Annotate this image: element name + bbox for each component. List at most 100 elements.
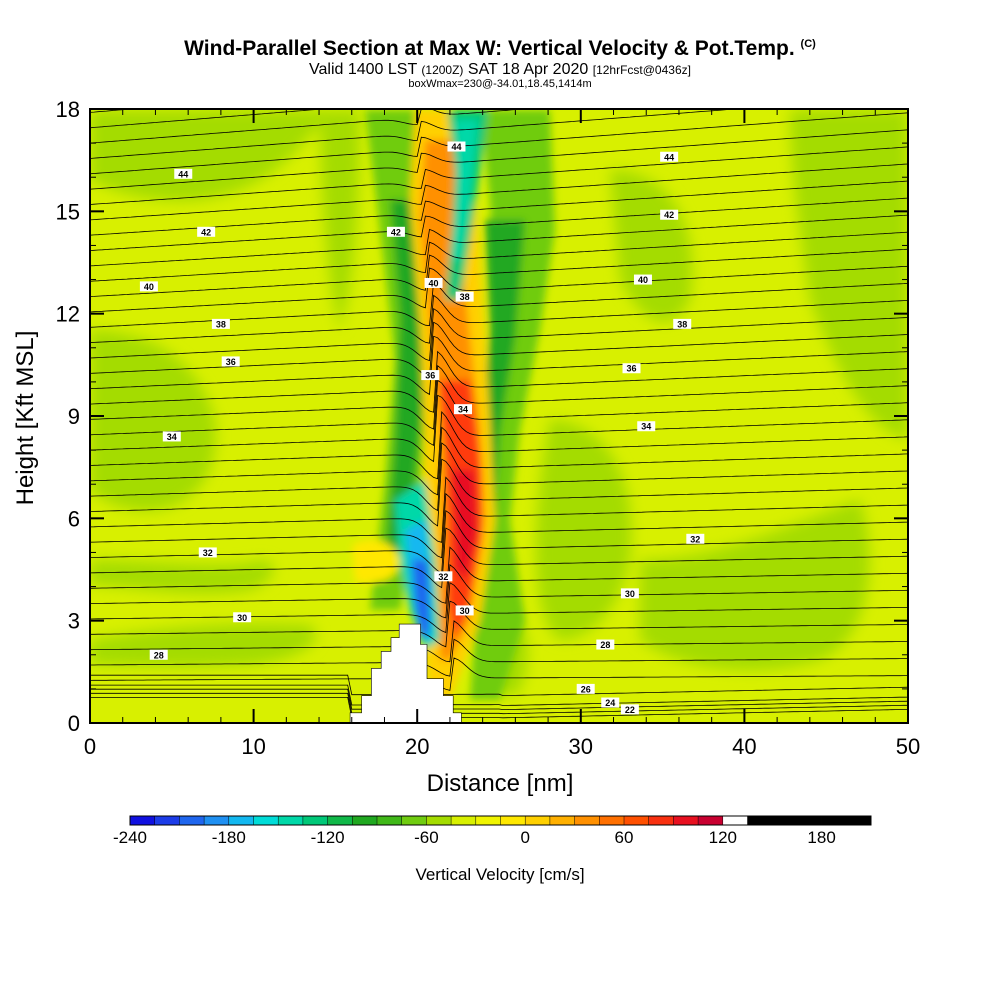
isentrope-line [90, 527, 908, 589]
downdraft-streak-upper-core [452, 120, 478, 260]
isentrope-line [90, 109, 908, 129]
isentrope-line [90, 688, 908, 711]
isentrope-line [90, 214, 908, 267]
x-tick-label: 10 [241, 734, 265, 759]
terrain-profile [349, 623, 462, 723]
isentrope-line [90, 335, 908, 396]
isentrope-line [90, 197, 908, 251]
isentrope-label-box [434, 571, 453, 582]
isentrope-line [90, 180, 908, 236]
colorbar-tick-label: -120 [311, 828, 345, 847]
isentrope-label-box [601, 697, 620, 708]
isentrope-label: 32 [438, 572, 448, 582]
colorbar-swatch [599, 816, 625, 825]
isentrope-label-box [596, 639, 615, 650]
isentrope-label: 28 [154, 650, 164, 660]
isentrope-label: 38 [216, 319, 226, 329]
forecast-info: [12hrFcst@0436z] [592, 63, 691, 77]
sink-area-lower-right [640, 500, 870, 671]
isentrope-label: 42 [201, 227, 211, 237]
isentrope-label-box [162, 431, 181, 442]
x-axis-label: Distance [nm] [427, 770, 574, 797]
isentrope-label-box [686, 533, 705, 544]
isentrope-label-box [660, 209, 679, 220]
colorbar-swatch [722, 816, 748, 825]
title-main-text: Wind-Parallel Section at Max W: Vertical… [184, 37, 795, 60]
isentrope-line [90, 146, 908, 205]
colorbar-tick-label: 0 [520, 828, 529, 847]
colorbar-swatch [451, 816, 477, 825]
isentrope-line [90, 546, 908, 604]
isentrope-label: 40 [144, 282, 154, 292]
sink-area-lower-left [90, 560, 274, 594]
isentrope-label-box [673, 318, 692, 329]
isentrope-label-box [221, 356, 240, 367]
colorbar-swatch [648, 816, 674, 825]
isentrope-line [90, 129, 908, 190]
colorbar-swatch [549, 816, 575, 825]
isentrope-line [90, 411, 908, 480]
isentrope-label-box [211, 318, 230, 329]
isentrope-label: 34 [167, 432, 177, 442]
isentrope-label-box [233, 612, 252, 623]
sink-area-mid-right [610, 170, 693, 322]
isentrope-label-box [198, 547, 217, 558]
colorbar-swatch [796, 816, 822, 825]
colorbar-swatch [475, 816, 501, 825]
isentrope-line [90, 638, 908, 677]
copyright-mark: (C) [800, 38, 816, 50]
isentrope-label: 38 [677, 319, 687, 329]
isentrope-labels: 22 24 26 28 28 30 30 30 32 32 32 34 34 34 36 36 36 38 38 38… [139, 141, 705, 715]
downdraft-envelope-east [470, 110, 555, 700]
colorbar-swatch [228, 816, 254, 825]
colorbar-swatch [130, 816, 155, 825]
colorbar-tick-label: -240 [113, 828, 147, 847]
isentrope-line [90, 426, 908, 496]
isentrope-line [90, 684, 908, 706]
isentrope-line [90, 321, 908, 379]
isentrope-label: 30 [237, 613, 247, 623]
x-axis: 0 10 20 30 40 50 [84, 109, 920, 759]
isentrope-label: 26 [581, 684, 591, 694]
colorbar-tick-label: 60 [615, 828, 634, 847]
isentrope-line [90, 476, 908, 543]
box-info-text: boxWmax=230@-34.01,18.45,1414m [408, 78, 592, 90]
colorbar-swatch [377, 816, 402, 825]
isentrope-line [90, 492, 908, 559]
isentrope-label: 38 [460, 292, 470, 302]
colorbar-swatch [302, 816, 328, 825]
isentrope-label-box [576, 683, 595, 694]
colorbar-swatch [352, 816, 378, 825]
y-tick-label: 15 [56, 199, 80, 224]
isentrope-line [90, 620, 908, 663]
isentrope-label: 36 [425, 371, 435, 381]
isentrope-line [90, 307, 908, 362]
isentrope-label: 42 [664, 210, 674, 220]
colorbar-swatch [673, 816, 699, 825]
colorbar-swatch [821, 816, 847, 825]
colorbar-swatch [253, 816, 279, 825]
sink-streak-upper [320, 110, 360, 330]
isentrope-label-box [139, 281, 158, 292]
isentrope-label: 30 [625, 589, 635, 599]
isentrope-line [90, 248, 908, 297]
colorbar-swatch [179, 816, 205, 825]
isentrope-label: 44 [451, 142, 461, 152]
y-tick-label: 3 [68, 609, 80, 634]
x-tick-label: 20 [405, 734, 429, 759]
isentrope-line [90, 231, 908, 282]
x-tick-label: 40 [732, 734, 756, 759]
colorbar-swatch [327, 816, 353, 825]
colorbar-swatch [624, 816, 649, 825]
sink-area-left [90, 330, 216, 511]
isentrope-label-box [455, 291, 474, 302]
colorbar-tick-label: -60 [414, 828, 439, 847]
isentrope-line [90, 379, 908, 447]
colorbar-swatch [500, 816, 526, 825]
isentrope-line [90, 109, 908, 144]
isentrope-line [90, 112, 908, 175]
isentrope-label: 30 [460, 606, 470, 616]
isentrope-line [90, 442, 908, 512]
isentrope-label-box [197, 226, 216, 237]
